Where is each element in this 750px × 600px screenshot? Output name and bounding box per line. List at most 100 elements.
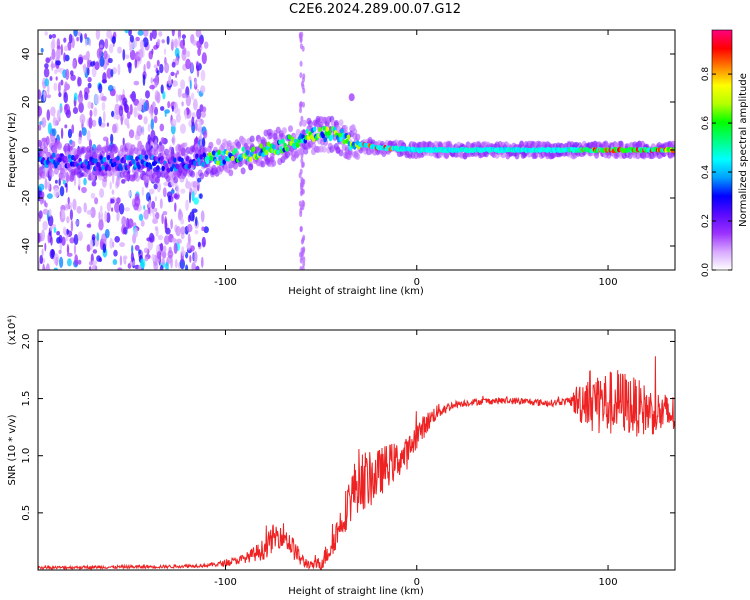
- noise-mark: [117, 267, 123, 270]
- noise-mark: [44, 242, 47, 252]
- colorbar-tick-label: 0.2: [701, 214, 711, 228]
- noise-mark: [38, 232, 41, 244]
- noise-mark: [72, 59, 76, 69]
- noise-mark: [100, 205, 103, 213]
- noise-mark: [124, 118, 130, 126]
- noise-mark: [112, 259, 118, 265]
- band-mark: [236, 142, 241, 150]
- noise-mark: [160, 137, 165, 144]
- spur-mark: [348, 93, 355, 102]
- noise-mark: [302, 260, 306, 267]
- noise-mark: [67, 128, 73, 139]
- noise-mark: [146, 237, 152, 242]
- noise-mark: [106, 212, 111, 224]
- noise-mark: [193, 98, 198, 111]
- band-mark: [281, 127, 287, 135]
- noise-mark: [175, 226, 181, 237]
- noise-mark: [102, 243, 107, 254]
- band-mark: [43, 146, 49, 154]
- ridge-mark: [285, 146, 290, 152]
- noise-mark: [161, 251, 167, 259]
- band-mark: [343, 124, 349, 132]
- noise-mark: [299, 101, 303, 108]
- ridge-mark: [75, 154, 79, 160]
- noise-mark: [78, 177, 81, 187]
- noise-mark: [140, 220, 145, 227]
- noise-mark: [47, 122, 53, 135]
- noise-mark: [137, 30, 144, 36]
- noise-mark: [196, 88, 199, 94]
- ridge-mark: [218, 155, 222, 161]
- noise-mark: [138, 49, 144, 59]
- noise-mark: [70, 74, 76, 81]
- noise-mark: [86, 58, 90, 71]
- noise-mark: [94, 61, 100, 71]
- band-mark: [177, 144, 183, 152]
- noise-mark: [200, 85, 206, 94]
- noise-mark: [164, 111, 167, 118]
- noise-mark: [90, 206, 96, 219]
- noise-mark: [129, 93, 135, 99]
- noise-mark: [91, 119, 97, 127]
- noise-mark: [112, 123, 117, 134]
- noise-mark: [71, 124, 75, 134]
- noise-mark: [59, 256, 64, 268]
- ridge-mark: [342, 139, 347, 145]
- noise-mark: [177, 30, 181, 40]
- ridge-mark: [230, 155, 235, 161]
- colorbar: 0.0 0.2 0.4 0.6 0.8 Normalized spectral ampl…: [701, 29, 749, 277]
- noise-mark: [64, 104, 68, 111]
- noise-mark: [199, 38, 204, 44]
- noise-mark: [104, 38, 109, 49]
- noise-mark: [200, 210, 205, 223]
- noise-mark: [191, 208, 198, 213]
- noise-mark: [194, 229, 199, 235]
- noise-mark: [86, 130, 91, 142]
- noise-mark: [164, 62, 170, 74]
- noise-mark: [89, 109, 93, 117]
- noise-mark: [53, 114, 56, 123]
- noise-mark: [60, 127, 64, 139]
- noise-mark: [88, 116, 93, 129]
- y-tick-label: 1.0: [21, 448, 32, 464]
- ridge-mark: [248, 156, 253, 162]
- noise-mark: [160, 242, 164, 252]
- noise-mark: [61, 236, 66, 246]
- noise-mark: [84, 91, 89, 101]
- noise-mark: [180, 188, 186, 194]
- noise-mark: [39, 254, 43, 265]
- noise-mark: [160, 106, 165, 111]
- noise-mark: [201, 52, 207, 65]
- noise-mark: [139, 39, 145, 50]
- colorbar-gradient: [711, 29, 733, 271]
- noise-mark: [92, 60, 96, 66]
- noise-mark: [67, 196, 70, 205]
- noise-mark: [149, 84, 156, 90]
- band-mark: [303, 147, 309, 155]
- noise-mark: [166, 191, 173, 199]
- noise-mark: [170, 38, 175, 51]
- x-tick-label: 0: [414, 577, 420, 588]
- noise-mark: [299, 251, 302, 258]
- noise-mark: [88, 261, 93, 266]
- noise-mark: [133, 80, 140, 86]
- noise-mark: [180, 226, 186, 235]
- spectrogram-x-ticks: -100 0 100: [214, 30, 618, 288]
- noise-mark: [118, 203, 125, 215]
- noise-mark: [124, 104, 129, 114]
- noise-mark: [185, 94, 192, 107]
- noise-mark: [162, 91, 166, 100]
- band-mark: [232, 162, 238, 170]
- noise-mark: [153, 64, 158, 69]
- ridge-mark: [119, 165, 123, 171]
- noise-mark: [137, 102, 143, 112]
- band-mark: [153, 148, 159, 156]
- noise-mark: [45, 263, 50, 270]
- noise-mark: [93, 107, 98, 117]
- ridge-mark: [139, 154, 143, 160]
- noise-mark: [111, 36, 117, 44]
- noise-mark: [77, 92, 84, 104]
- noise-mark: [156, 91, 161, 104]
- noise-mark: [171, 105, 174, 112]
- noise-mark: [163, 48, 167, 55]
